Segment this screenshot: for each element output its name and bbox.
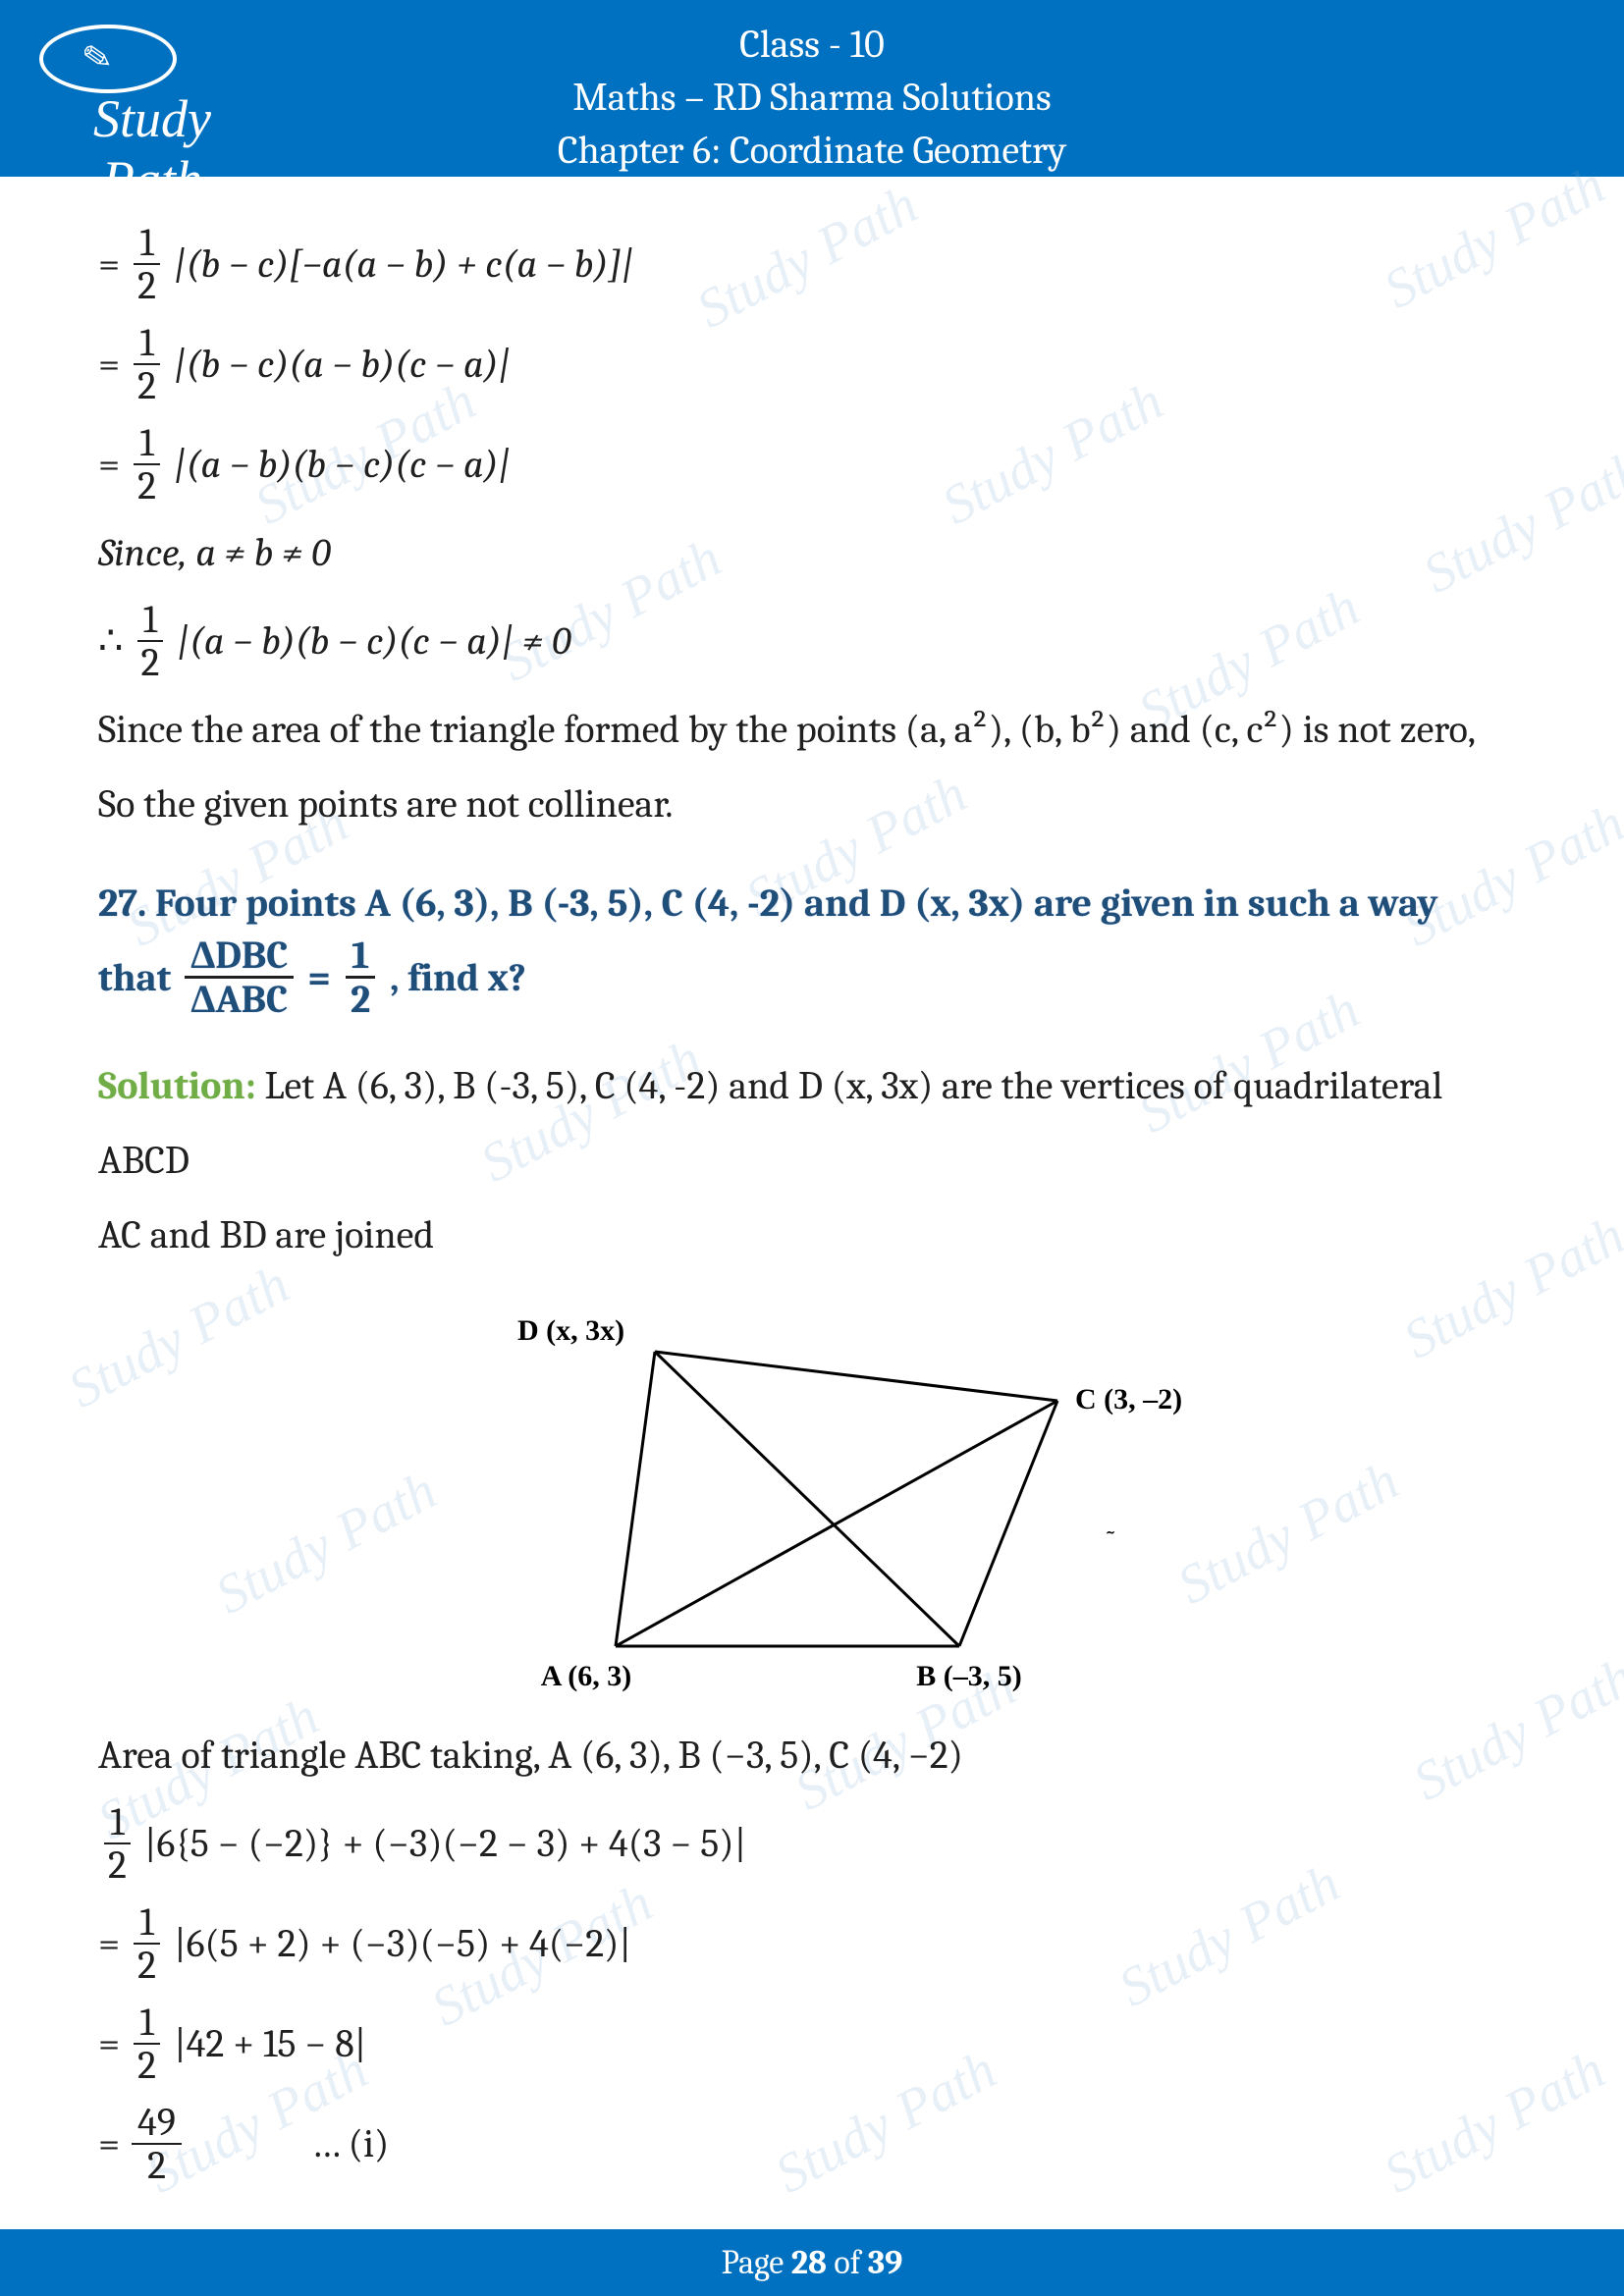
solution-intro1: Let A (6, 3), B (-3, 5), C (4, -2) and D… [256,1063,1443,1108]
footer-page: 28 [791,2243,827,2282]
svg-text:D (x, 3x): D (x, 3x) [517,1314,624,1347]
eq3-body: |(a − b)(b − c)(c − a)| [174,434,511,495]
solution-block: Solution: Let A (6, 3), B (-3, 5), C (4,… [98,1055,1526,1116]
since-line: Since, a ≠ b ≠ 0 [98,522,1526,583]
solution-intro2: ABCD [98,1130,1526,1191]
q-equals: = [307,946,331,1009]
page-content: = 12 |(b − c)[−a(a − b) + c(a − b)]| = 1… [0,177,1624,2186]
solution-label: Solution: [98,1063,256,1108]
eq4-body: |(a − b)(b − c)(c − a)| ≠ 0 [177,611,570,671]
q-rhs-num: 1 [346,934,375,979]
eq1-body: |(b − c)[−a(a − b) + c(a − b)]| [174,234,634,294]
quadrilateral-diagram: D (x, 3x) C (3, –2) A (6, 3) B (–3, 5) ˜ [439,1293,1185,1705]
q-frac-den: ΔABC [185,979,294,1020]
question-27: 27. Four points A (6, 3), B (-3, 5), C (… [98,872,1526,1020]
solution-intro3: AC and BD are joined [98,1204,1526,1265]
footer-mid: of [827,2243,868,2282]
footer-total: 39 [868,2243,902,2282]
footer-prefix: Page [722,2243,791,2282]
question-suffix: , find x? [390,946,526,1009]
calc-1: 12 |6{5 − (−2)} + (−3)(−2 − 3) + 4(3 − 5… [98,1801,1526,1886]
equation-2: = 12 |(b − c)(a − b)(c − a)| [98,322,1526,406]
page-header: Study Path Class - 10 Maths – RD Sharma … [0,0,1624,177]
conclusion-2: So the given points are not collinear. [98,774,1526,834]
question-line1: 27. Four points A (6, 3), B (-3, 5), C (… [98,872,1526,934]
calc-4: = 49 2 … (i) [98,2102,1526,2186]
svg-text:B (–3, 5): B (–3, 5) [916,1660,1022,1692]
q-rhs-den: 2 [345,979,376,1020]
svg-text:˜: ˜ [1107,1525,1115,1555]
conclusion-1: Since the area of the triangle formed by… [98,699,1526,760]
equation-3: = 12 |(a − b)(b − c)(c − a)| [98,422,1526,507]
calc-2: = 12 |6(5 + 2) + (−3)(−5) + 4(−2)| [98,1901,1526,1986]
q-frac-num: ΔDBC [185,934,294,979]
area-line: Area of triangle ABC taking, A (6, 3), B… [98,1725,1526,1786]
calc-3: = 12 |42 + 15 − 8| [98,2002,1526,2086]
logo-oval-icon [39,25,177,93]
diagram-container: D (x, 3x) C (3, –2) A (6, 3) B (–3, 5) ˜ [98,1293,1526,1705]
equation-ref: … (i) [311,2113,389,2174]
svg-text:C (3, –2): C (3, –2) [1075,1383,1182,1415]
equation-4: ∴ 12 |(a − b)(b − c)(c − a)| ≠ 0 [98,599,1526,683]
eq2-body: |(b − c)(a − b)(c − a)| [174,334,511,395]
page-footer: Page 28 of 39 [0,2229,1624,2296]
svg-text:A (6, 3): A (6, 3) [541,1660,632,1692]
question-that: that [98,946,171,1009]
equation-1: = 12 |(b − c)[−a(a − b) + c(a − b)]| [98,222,1526,306]
